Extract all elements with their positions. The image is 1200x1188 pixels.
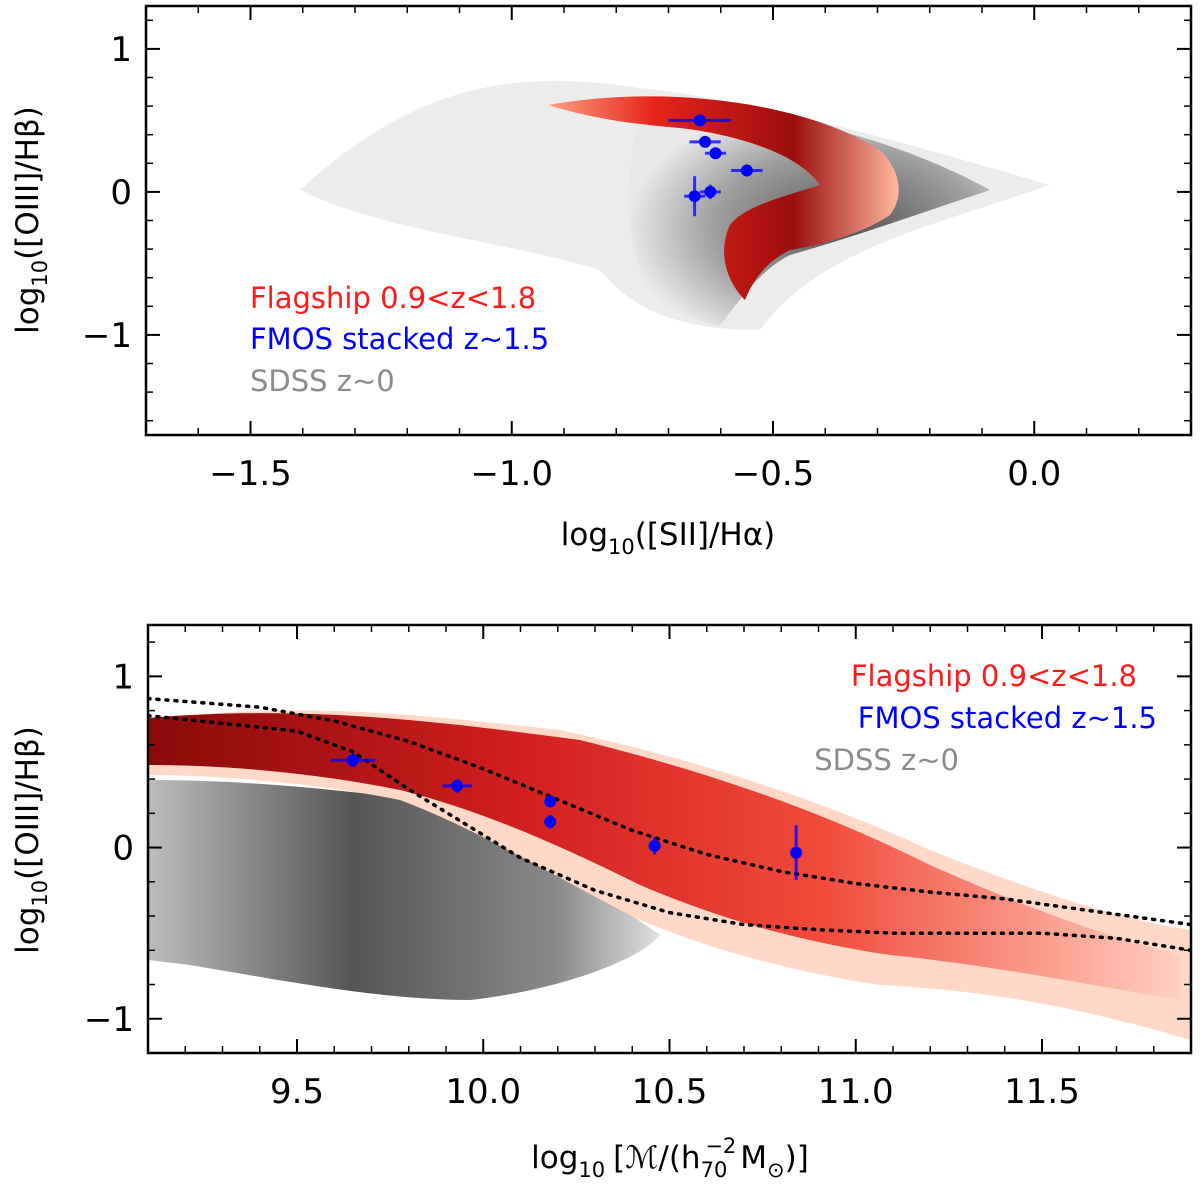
data-point — [451, 779, 464, 792]
legend-bottom: Flagship 0.9<z<1.8 FMOS stacked z~1.5 SD… — [814, 659, 1157, 777]
legend-flagship-top: Flagship 0.9<z<1.8 — [250, 281, 536, 315]
panel-bottom: 9.5 10.0 10.5 11.0 11.5 −1 0 1 Flagship 0.9<z<1… — [10, 623, 1193, 1182]
y-tick-label: 1 — [112, 657, 134, 697]
model-curves — [148, 696, 1191, 953]
xlabel-top: log10([SII]/Hα) — [561, 517, 776, 559]
x-tick-label: −1.5 — [209, 454, 292, 494]
legend-sdss-top: SDSS z~0 — [250, 364, 395, 398]
fmos-point — [330, 753, 376, 768]
model-curve — [148, 696, 1191, 927]
data-point — [699, 135, 712, 148]
data-point — [790, 846, 803, 859]
x-tick-label: 11.5 — [1004, 1072, 1080, 1112]
legend-fmos-top: FMOS stacked z~1.5 — [250, 322, 549, 356]
density-background-bottom — [148, 710, 1191, 1040]
x-tick-label: −0.5 — [732, 454, 815, 494]
sdss-density-bottom — [148, 780, 660, 1000]
xlabel-bottom: log10 [ℳ/(h70−2 M⊙)] — [531, 1134, 809, 1182]
ticks-top: −1.5 −1.0 −0.5 0.0 −1 0 1 — [82, 6, 1192, 494]
flagship-density — [548, 96, 899, 300]
data-point — [544, 815, 557, 828]
model-curve — [148, 713, 1191, 953]
fmos-point — [790, 825, 803, 881]
legend-sdss-bottom: SDSS z~0 — [814, 743, 959, 777]
fmos-point — [705, 147, 726, 160]
data-point — [740, 164, 753, 177]
fmos-points-top — [668, 114, 763, 217]
data-point — [709, 147, 722, 160]
fmos-point — [544, 815, 557, 829]
flagship-density — [148, 713, 1180, 1000]
legend-flagship-bottom: Flagship 0.9<z<1.8 — [851, 659, 1137, 693]
y-tick-label: 0 — [112, 829, 134, 869]
legend-fmos-bottom: FMOS stacked z~1.5 — [858, 701, 1157, 735]
y-tick-label: −1 — [84, 1000, 134, 1040]
x-tick-label: 0.0 — [1007, 454, 1061, 494]
x-tick-label: −1.0 — [470, 454, 553, 494]
fmos-point — [544, 795, 557, 808]
ylabel-top: log10([OIII]/Hβ) — [10, 106, 52, 334]
fmos-point — [684, 176, 706, 217]
x-tick-label: 11.0 — [818, 1072, 894, 1112]
fmos-point — [689, 135, 721, 148]
x-tick-label: 10.5 — [632, 1072, 708, 1112]
fmos-point — [731, 164, 763, 177]
fmos-point — [668, 114, 732, 127]
legend-top: Flagship 0.9<z<1.8 FMOS stacked z~1.5 SD… — [250, 281, 549, 398]
fmos-point — [648, 837, 661, 855]
y-tick-label: 0 — [110, 173, 132, 213]
density-background-top — [300, 80, 1050, 331]
panel-top: −1.5 −1.0 −0.5 0.0 −1 0 1 Flagship 0.9<z<1.8 F… — [10, 4, 1193, 559]
ylabel-bottom: log10([OIII]/Hβ) — [10, 726, 52, 954]
x-tick-label: 9.5 — [270, 1072, 324, 1112]
data-point — [704, 185, 717, 198]
data-point — [693, 114, 706, 127]
data-point — [346, 754, 359, 767]
y-tick-label: −1 — [82, 316, 132, 356]
ticks-bottom: 9.5 10.0 10.5 11.0 11.5 −1 0 1 — [84, 625, 1192, 1112]
data-point — [544, 795, 557, 808]
fmos-points-bottom — [330, 753, 803, 881]
x-tick-label: 10.0 — [445, 1072, 521, 1112]
fmos-point — [699, 184, 721, 200]
fmos-point — [442, 779, 473, 793]
y-tick-label: 1 — [110, 30, 132, 70]
data-point — [688, 190, 701, 203]
data-point — [648, 839, 661, 852]
